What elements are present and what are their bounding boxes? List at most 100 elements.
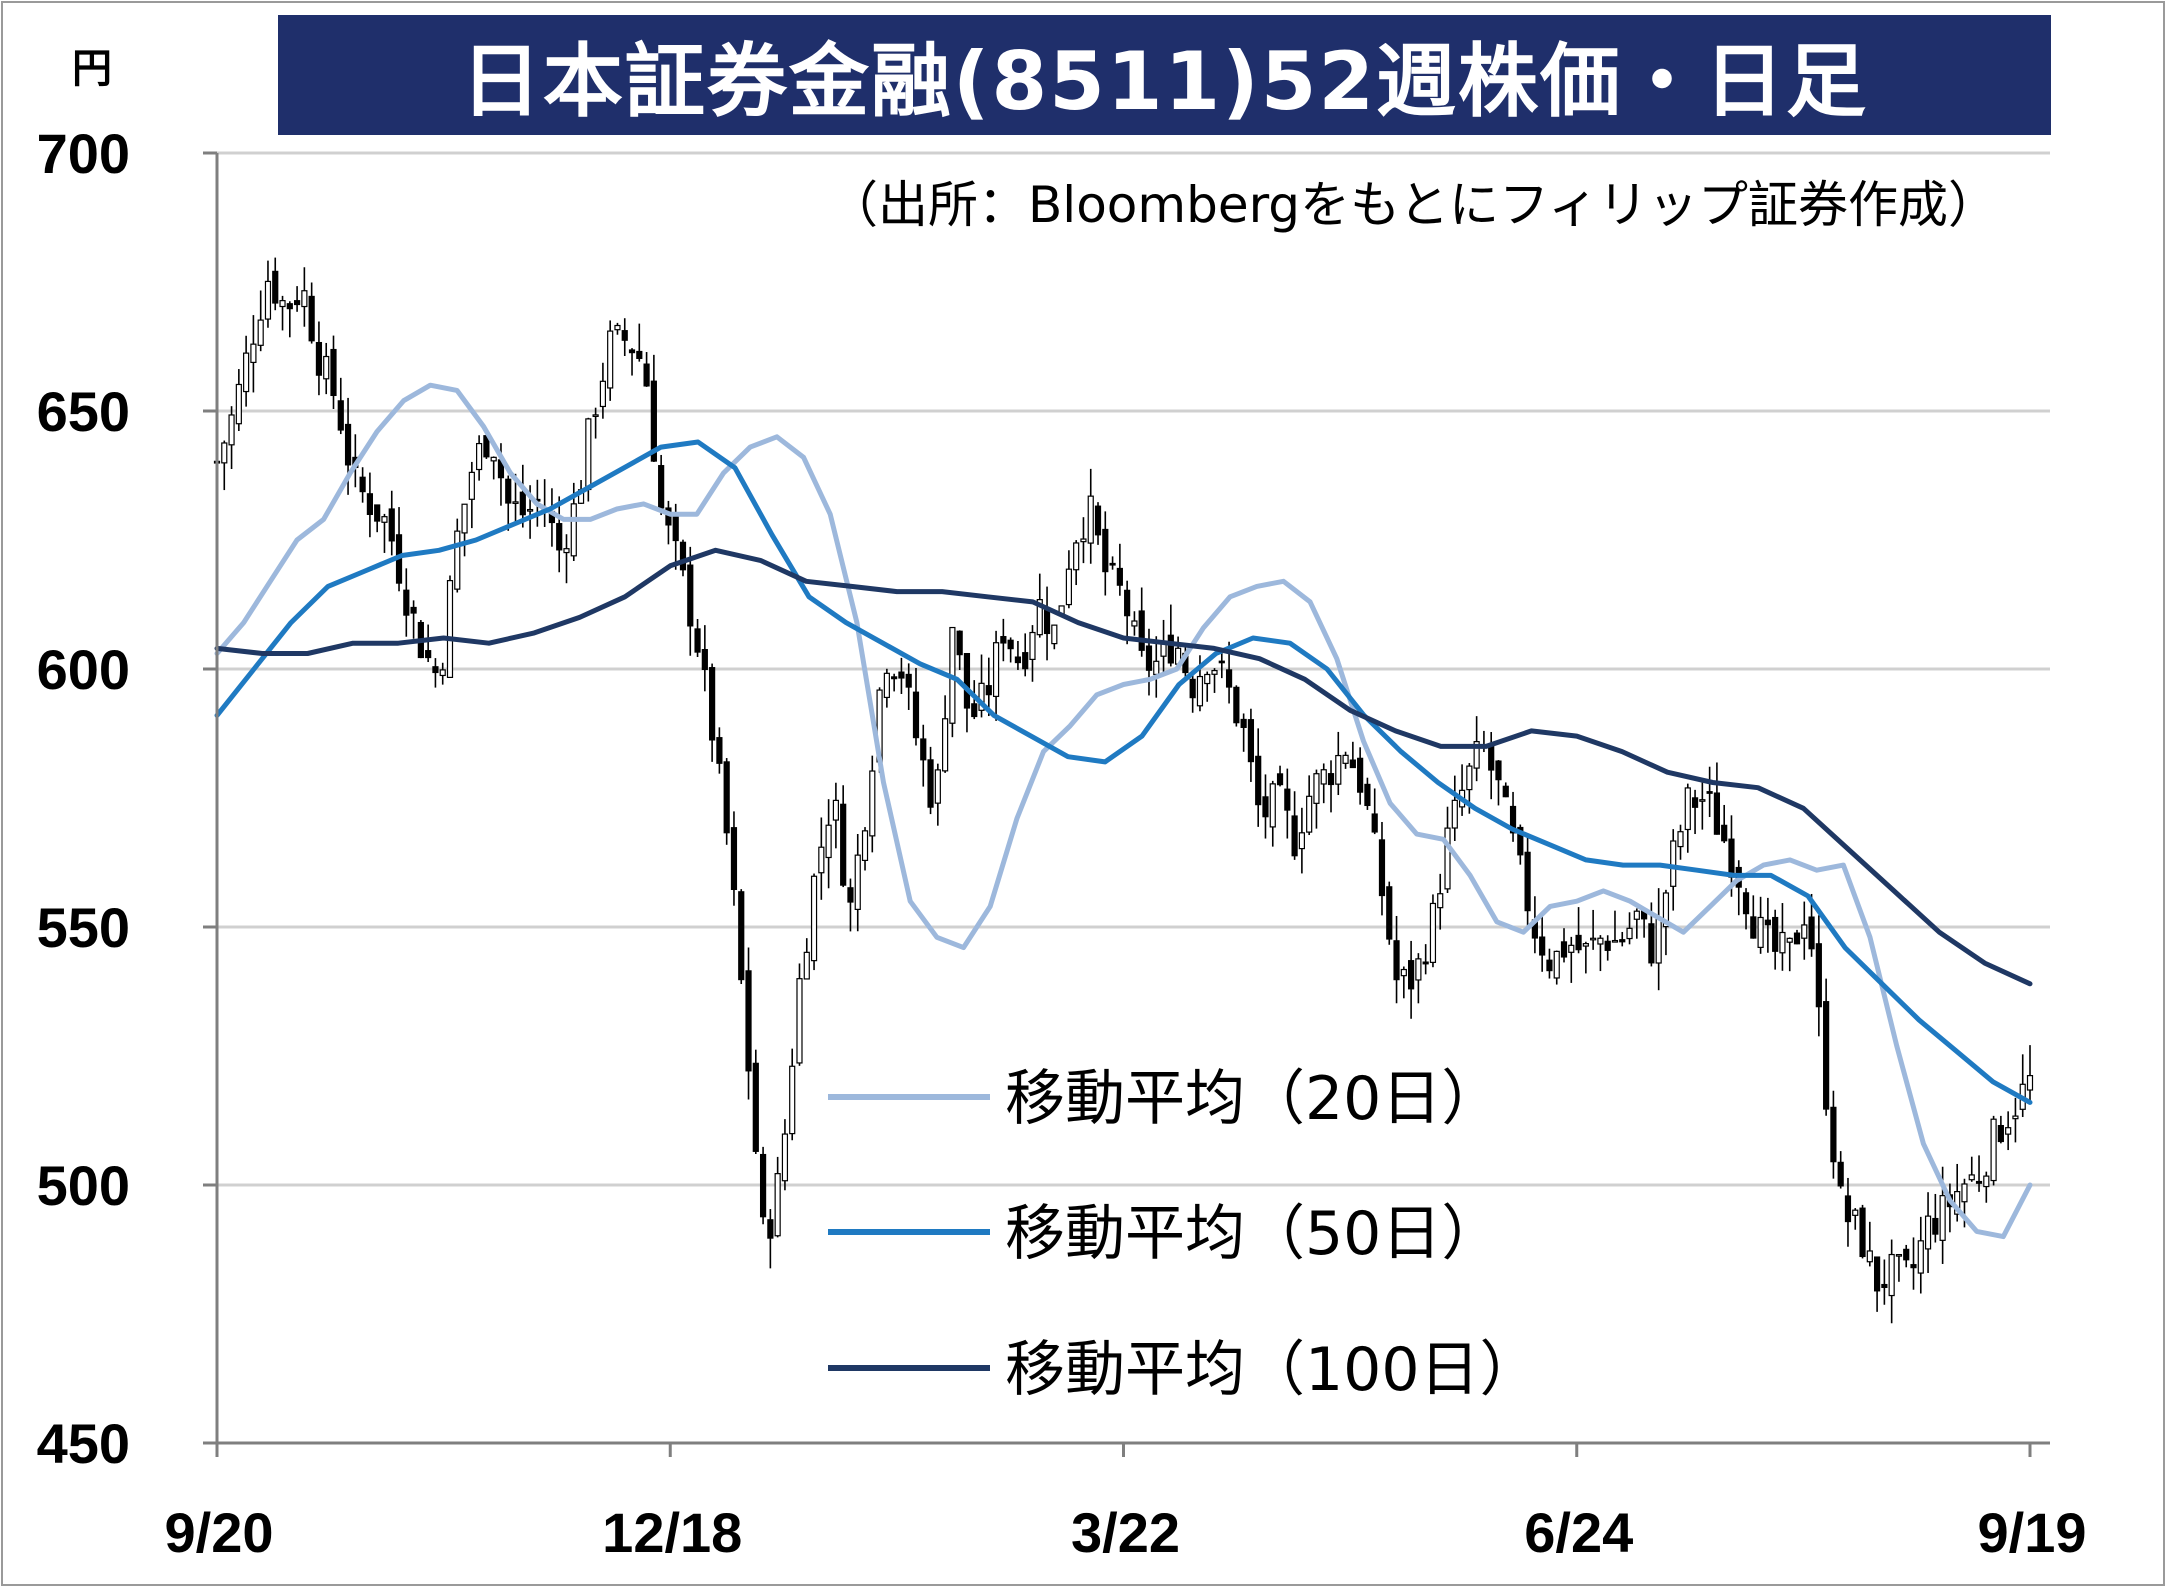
legend-label: 移動平均（20日） — [1005, 1064, 1501, 1134]
candle-body — [963, 652, 971, 709]
candle-body — [1997, 1125, 2004, 1143]
candle-body — [1844, 1195, 1852, 1223]
candle-body — [1065, 568, 1072, 606]
candle-body — [1509, 805, 1517, 834]
candle-body — [723, 761, 730, 834]
candle-body — [738, 891, 745, 981]
candle-body — [235, 383, 242, 425]
candle-body — [934, 769, 941, 804]
candle-body — [730, 827, 738, 890]
candle-body — [1903, 1248, 1910, 1261]
candle-body — [1466, 765, 1473, 791]
candle-body — [956, 630, 963, 656]
candle-body — [1590, 937, 1597, 941]
legend-label: 移動平均（50日） — [1005, 1199, 1501, 1269]
candle-body — [985, 685, 992, 696]
candle-body — [381, 516, 388, 523]
candle-body — [1895, 1254, 1903, 1257]
candle-body — [1422, 961, 1429, 965]
candle-body — [1007, 639, 1014, 650]
candle-body — [1582, 943, 1589, 947]
candle-body — [1233, 686, 1240, 724]
candle-body — [1313, 773, 1320, 804]
candle-body — [1604, 940, 1611, 951]
candle-body — [1699, 799, 1706, 802]
candle-body — [1036, 599, 1043, 636]
candle-body — [1320, 769, 1327, 785]
candle-body — [585, 418, 592, 491]
candle-body — [1881, 1283, 1888, 1288]
y-tick-label: 500 — [37, 1154, 130, 1217]
candle-body — [869, 770, 876, 837]
candle-body — [410, 606, 417, 614]
candle-body — [1611, 939, 1619, 943]
candle-body — [1284, 788, 1291, 811]
candle-body — [774, 1173, 781, 1237]
candle-body — [556, 523, 563, 551]
candle-body — [323, 355, 330, 380]
candle-body — [1488, 745, 1495, 771]
candle-body — [1626, 927, 1633, 940]
candle-body — [607, 330, 614, 389]
candle-body — [1808, 916, 1815, 950]
y-tick-label: 700 — [37, 122, 130, 185]
y-tick-label: 600 — [37, 638, 130, 701]
candle-body — [679, 541, 687, 571]
candle-body — [1786, 937, 1793, 943]
candle-body — [1917, 1240, 1924, 1274]
candle-body — [920, 738, 927, 761]
candle-body — [1801, 924, 1808, 939]
candle-body — [1502, 785, 1509, 798]
ma-line-1 — [214, 382, 2033, 1240]
candle-body — [1983, 1175, 1990, 1188]
candle-body — [1211, 669, 1218, 675]
candle-body — [854, 854, 861, 910]
candle-body — [439, 669, 446, 677]
candle-body — [1225, 669, 1233, 688]
candle-body — [614, 324, 621, 331]
candle-body — [1240, 718, 1247, 728]
candle-body — [1022, 652, 1029, 670]
candle-body — [563, 548, 570, 554]
candle-body — [759, 1153, 767, 1218]
candle-body — [1429, 902, 1437, 963]
legend-label: 移動平均（100日） — [1005, 1335, 1540, 1405]
moving-average-lines — [214, 382, 2033, 1240]
candle-body — [1451, 799, 1458, 829]
source-note: （出所：Bloombergをもとにフィリップ証券作成） — [828, 176, 1998, 234]
candle-body — [1204, 673, 1211, 685]
x-tick-label: 6/24 — [1524, 1501, 1633, 1564]
candle-body — [505, 478, 512, 504]
candle-body — [257, 319, 264, 346]
candle-body — [1349, 759, 1356, 769]
candle-body — [1364, 783, 1371, 807]
x-tick-label: 12/18 — [602, 1501, 742, 1564]
y-tick-label: 550 — [37, 896, 130, 959]
candle-body — [1327, 773, 1335, 786]
candle-body — [468, 471, 475, 500]
candle-body — [825, 824, 832, 859]
candle-body — [1575, 934, 1582, 951]
candle-body — [1138, 610, 1145, 651]
candle-body — [1371, 813, 1378, 833]
candle-body — [403, 589, 410, 616]
candle-body — [2012, 1115, 2019, 1120]
candle-body — [425, 650, 432, 659]
candle-body — [1014, 656, 1022, 664]
candle-body — [286, 303, 293, 310]
candle-body — [1670, 840, 1677, 887]
candle-body — [1495, 760, 1502, 781]
candle-body — [1560, 941, 1568, 958]
candle-body — [519, 491, 526, 516]
candle-body — [927, 759, 934, 808]
candle-body — [650, 380, 657, 462]
candle-body — [1823, 1001, 1830, 1110]
candle-body — [840, 803, 847, 886]
candle-body — [1444, 827, 1451, 890]
candle-body — [628, 349, 636, 354]
candle-body — [490, 456, 497, 462]
candle-body — [861, 830, 869, 861]
candle-body — [1116, 567, 1123, 586]
candle-body — [1539, 936, 1546, 956]
candle-body — [658, 465, 665, 509]
